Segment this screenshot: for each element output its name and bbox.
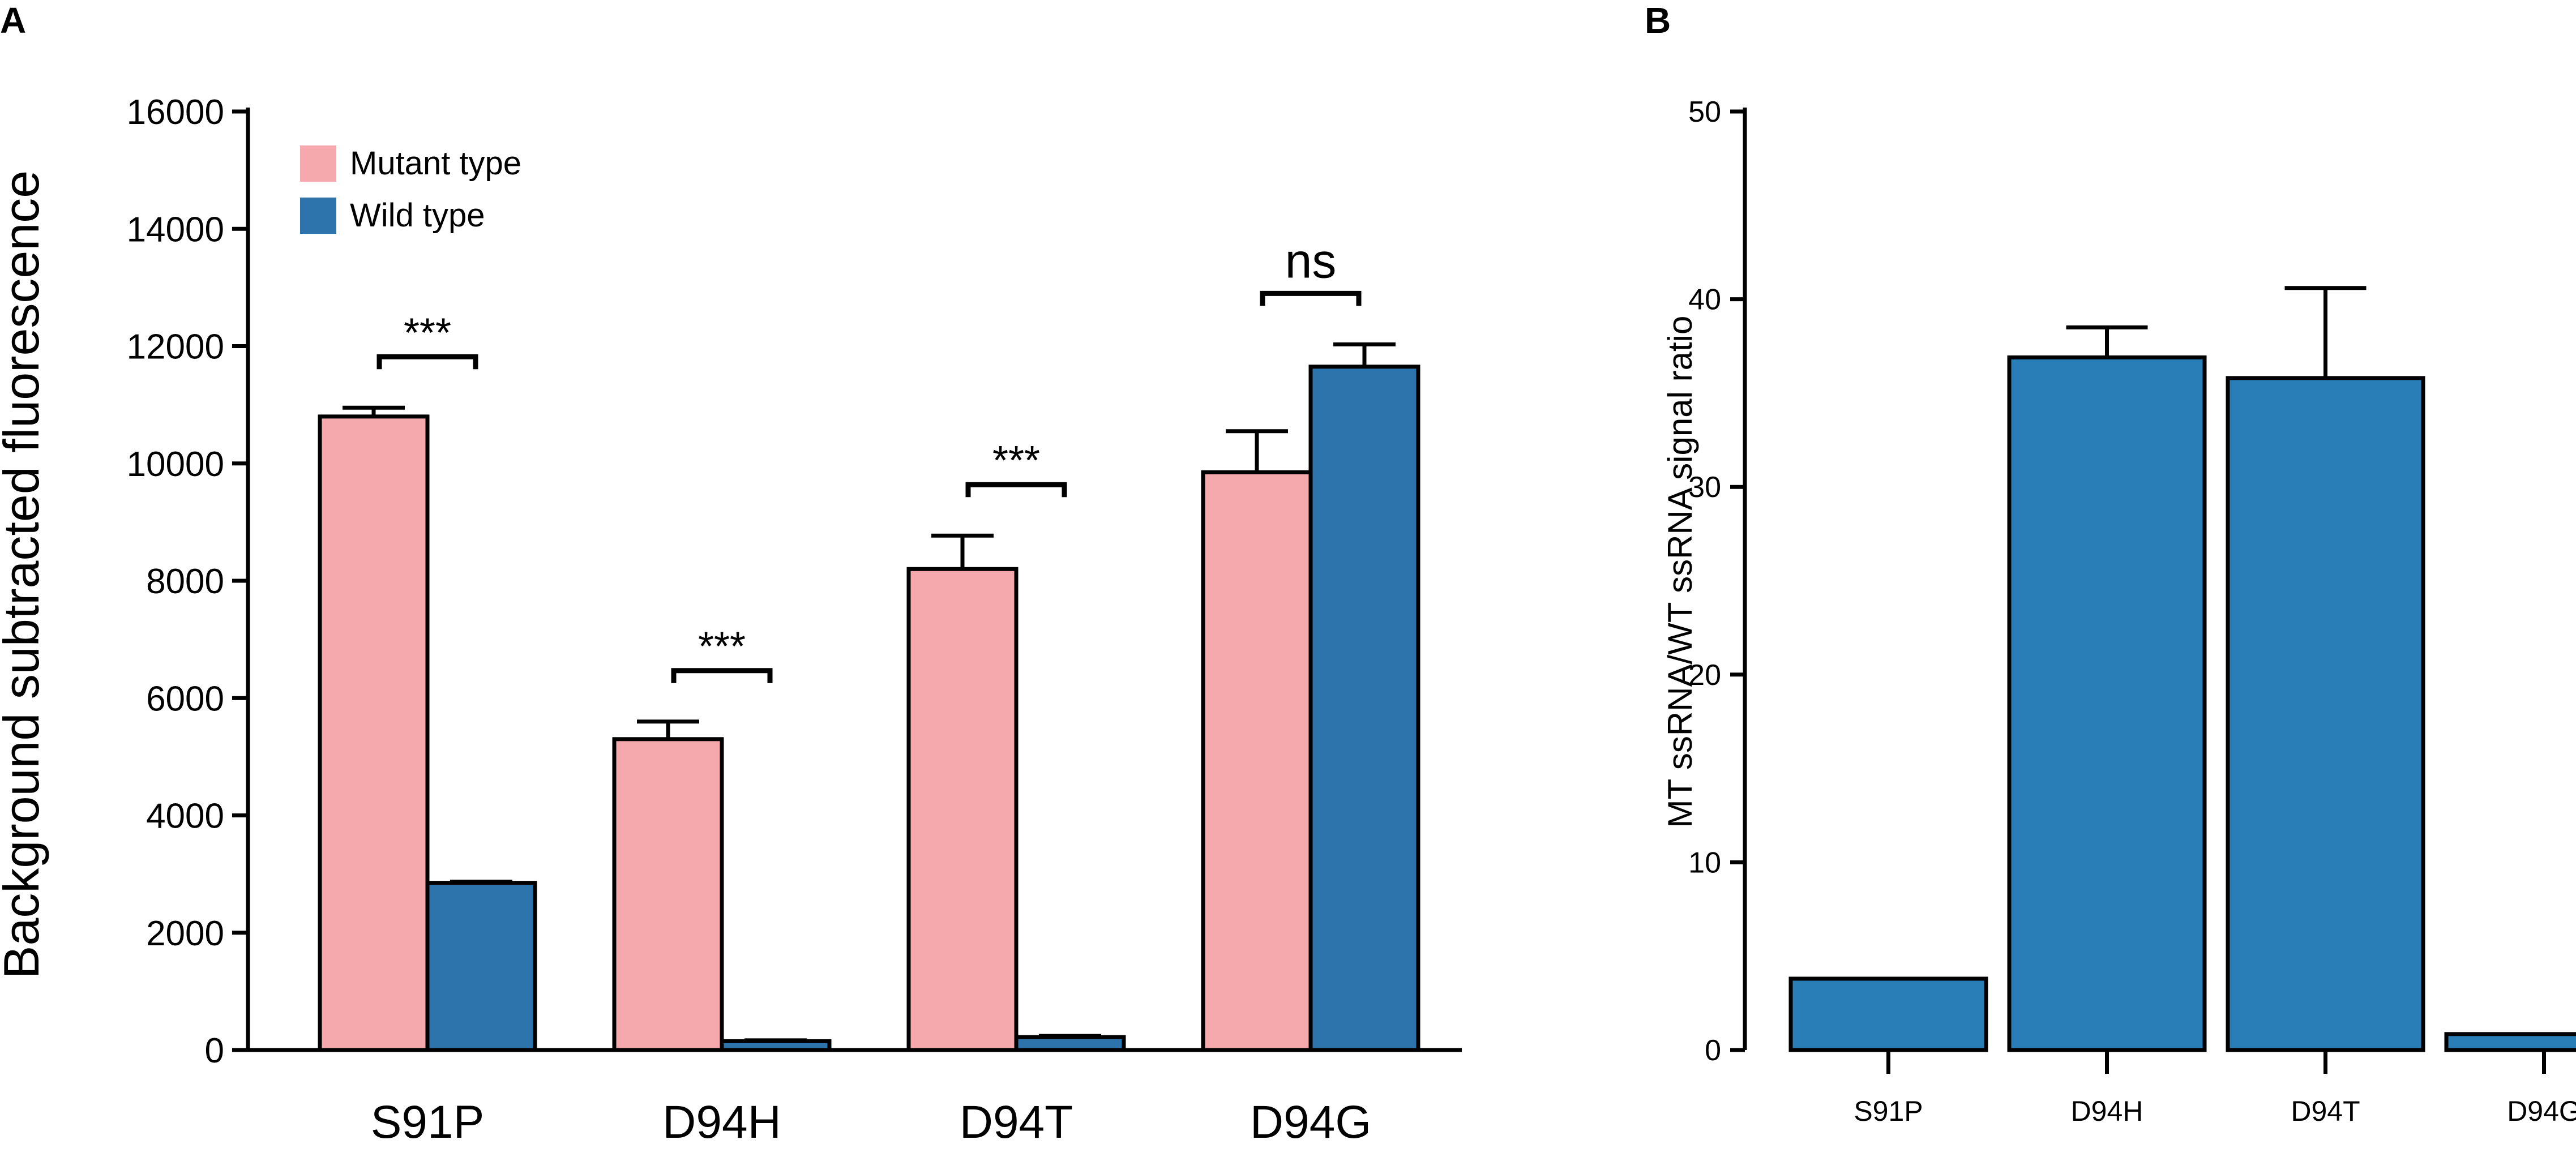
- panel-b-x-tick-labels: S91P D94H D94T D94G: [1854, 1095, 2576, 1127]
- panel-a-sig-bracket-D94G: [1260, 290, 1362, 306]
- panel-a-bar-mutant-D94H: [612, 737, 724, 1052]
- panel-a-y-axis-title: Background subtracted fluorescence: [0, 170, 49, 979]
- panel-b-y-tick-label-3: 30: [1688, 471, 1721, 504]
- panel-a-significance: *** *** *** ns: [376, 234, 1362, 683]
- panel-a-bar-wild-S91P: [425, 881, 537, 1052]
- panel-a-y-ticks: [232, 109, 248, 1052]
- panel-b-x-label-1: D94H: [2071, 1095, 2143, 1127]
- panel-a-y-tick-labels: 0 2000 4000 6000 8000 10000 12000 14000 …: [127, 93, 224, 1070]
- panel-a-y-tick-label-8: 16000: [127, 93, 224, 132]
- panel-b-bar-D94H: [2007, 355, 2207, 1052]
- panel-b-bar-S91P: [1788, 976, 1988, 1052]
- legend-label-mutant: Mutant type: [350, 145, 521, 182]
- panel-a-bars: [318, 365, 1420, 1052]
- legend-swatch-wild: [300, 198, 336, 234]
- legend-label-wild: Wild type: [350, 197, 485, 234]
- panel-a-sig-bracket-D94T: [965, 482, 1067, 498]
- panel-b-x-label-3: D94G: [2507, 1095, 2576, 1127]
- panel-a-sig-bracket-D94H: [671, 668, 773, 683]
- panel-a-x-label-0: S91P: [371, 1096, 485, 1148]
- panel-a-x-label-1: D94H: [662, 1096, 781, 1148]
- panel-b-x-label-2: D94T: [2291, 1095, 2360, 1127]
- panel-a-y-tick-label-0: 0: [205, 1031, 224, 1070]
- panel-a-y-tick-label-7: 14000: [127, 210, 224, 249]
- panel-b: B MT ssRNA/WT ssRNA signal ratio 0 10 20…: [1645, 0, 2576, 1127]
- panel-b-y-tick-label-1: 10: [1688, 846, 1721, 879]
- panel-a-bar-wild-D94G: [1308, 365, 1420, 1052]
- panel-a-label: A: [0, 0, 26, 41]
- panel-a-x-label-2: D94T: [960, 1096, 1073, 1148]
- panel-b-y-tick-label-4: 40: [1688, 284, 1721, 316]
- panel-b-x-label-0: S91P: [1854, 1095, 1923, 1127]
- panel-b-bar-D94G: [2444, 1032, 2576, 1052]
- panel-a-sig-label-3: ns: [1285, 234, 1337, 288]
- panel-a-bar-wild-D94T: [1014, 1035, 1126, 1052]
- panel-a-bar-mutant-D94T: [906, 567, 1019, 1052]
- panel-a-bar-mutant-D94G: [1201, 470, 1313, 1052]
- panel-a: A Background subtracted fluorescence 0 2…: [0, 0, 1462, 1148]
- panel-b-y-axis-title: MT ssRNA/WT ssRNA signal ratio: [1661, 316, 1699, 828]
- panel-a-y-tick-label-6: 12000: [127, 328, 224, 367]
- panel-a-y-tick-label-5: 10000: [127, 445, 224, 484]
- panel-b-y-tick-label-5: 50: [1688, 96, 1721, 128]
- panel-a-y-tick-label-2: 4000: [146, 797, 224, 836]
- panel-a-x-tick-labels: S91P D94H D94T D94G: [371, 1096, 1371, 1148]
- panel-b-label: B: [1645, 0, 1671, 41]
- panel-a-sig-label-0: ***: [404, 310, 451, 355]
- panel-b-y-ticks: [1730, 109, 1745, 1052]
- panel-b-bars: [1788, 355, 2576, 1052]
- panel-b-error-bars: [2066, 286, 2367, 378]
- panel-a-error-bars: [343, 342, 1396, 1043]
- panel-b-y-tick-label-2: 20: [1688, 659, 1721, 692]
- panel-a-bar-mutant-S91P: [318, 414, 430, 1052]
- panel-a-y-tick-label-1: 2000: [146, 914, 224, 953]
- panel-a-y-tick-label-4: 8000: [146, 562, 224, 601]
- panel-b-x-ticks: [1886, 1050, 2546, 1074]
- panel-a-sig-label-1: ***: [698, 624, 746, 670]
- panel-b-bar-D94T: [2226, 376, 2425, 1052]
- panel-a-sig-bracket-S91P: [376, 354, 478, 370]
- panel-a-sig-label-2: ***: [992, 438, 1040, 483]
- panel-a-y-tick-label-3: 6000: [146, 679, 224, 718]
- panel-b-y-tick-labels: 0 10 20 30 40 50: [1688, 96, 1721, 1067]
- legend-swatch-mutant: [300, 145, 336, 182]
- panel-b-y-tick-label-0: 0: [1705, 1034, 1721, 1067]
- panel-a-bar-wild-D94H: [720, 1039, 832, 1052]
- panel-a-legend: Mutant type Wild type: [300, 145, 521, 234]
- panel-a-x-label-3: D94G: [1250, 1096, 1371, 1148]
